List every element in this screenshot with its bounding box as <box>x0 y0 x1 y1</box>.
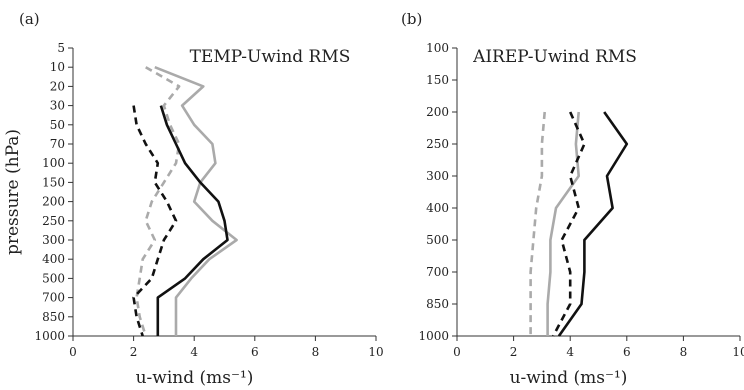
x-tick-label: 0 <box>453 345 461 359</box>
y-tick-label: 250 <box>42 214 65 228</box>
y-tick-label: 500 <box>42 271 65 285</box>
series-line-4 <box>132 105 178 337</box>
chart-panel-b: 100 150 200 250 300 400 500 700 850 1000 0 2 4 6 8 10 (b… <box>401 10 744 388</box>
y-tick-label: 1000 <box>418 329 449 343</box>
series-line-3 <box>557 111 629 337</box>
y-tick-label: 300 <box>426 169 449 183</box>
x-tick-label: 2 <box>130 345 138 359</box>
x-tick-label: 2 <box>510 345 518 359</box>
series-line-1 <box>154 65 238 336</box>
chart-title: AIREP-Uwind RMS <box>472 47 637 67</box>
x-tick-label: 10 <box>732 345 744 359</box>
x-axis-label: u-wind (ms⁻¹) <box>510 368 628 388</box>
chart-title: TEMP-Uwind RMS <box>190 47 351 67</box>
y-tick-label: 700 <box>426 265 449 279</box>
y-tick-label: 20 <box>50 79 65 93</box>
x-tick-label: 8 <box>312 345 320 359</box>
series-line-3 <box>156 105 229 336</box>
x-tick-label: 6 <box>251 345 259 359</box>
y-tick-label: 30 <box>50 99 65 113</box>
series-line-2 <box>529 111 546 336</box>
x-tick-label: 4 <box>566 345 574 359</box>
x-tick-label: 10 <box>368 345 383 359</box>
y-tick-label: 10 <box>50 60 65 74</box>
x-axis-label: u-wind (ms⁻¹) <box>136 368 254 388</box>
y-tick-label: 850 <box>426 297 449 311</box>
y-tick-label: 300 <box>42 233 65 247</box>
x-tick-label: 0 <box>69 345 77 359</box>
y-axis-label: pressure (hPa) <box>3 129 23 255</box>
y-tick-label: 700 <box>42 291 65 305</box>
y-tick-label: 150 <box>42 175 65 189</box>
y-tick-label: 850 <box>42 310 65 324</box>
y-tick-label: 1000 <box>34 329 65 343</box>
y-tick-label: 5 <box>57 41 65 55</box>
chart-panel-a: 5102030507010015020025030040050070085010… <box>3 10 384 388</box>
y-tick-label: 50 <box>50 118 65 132</box>
y-tick-label: 400 <box>42 252 65 266</box>
series-line-2 <box>135 66 181 337</box>
series-line-4 <box>552 111 586 337</box>
y-tick-label: 500 <box>426 233 449 247</box>
y-tick-label: 70 <box>50 137 65 151</box>
x-tick-label: 4 <box>190 345 198 359</box>
panel-label: (a) <box>19 10 40 28</box>
y-tick-label: 250 <box>426 137 449 151</box>
y-tick-label: 400 <box>426 201 449 215</box>
y-tick-label: 200 <box>426 105 449 119</box>
y-tick-label: 100 <box>42 156 65 170</box>
y-tick-label: 150 <box>426 73 449 87</box>
series-line-1 <box>546 111 581 336</box>
y-tick-label: 200 <box>42 195 65 209</box>
x-tick-label: 6 <box>623 345 631 359</box>
y-tick-label: 100 <box>426 41 449 55</box>
panel-label: (b) <box>401 10 422 28</box>
x-tick-label: 8 <box>680 345 688 359</box>
